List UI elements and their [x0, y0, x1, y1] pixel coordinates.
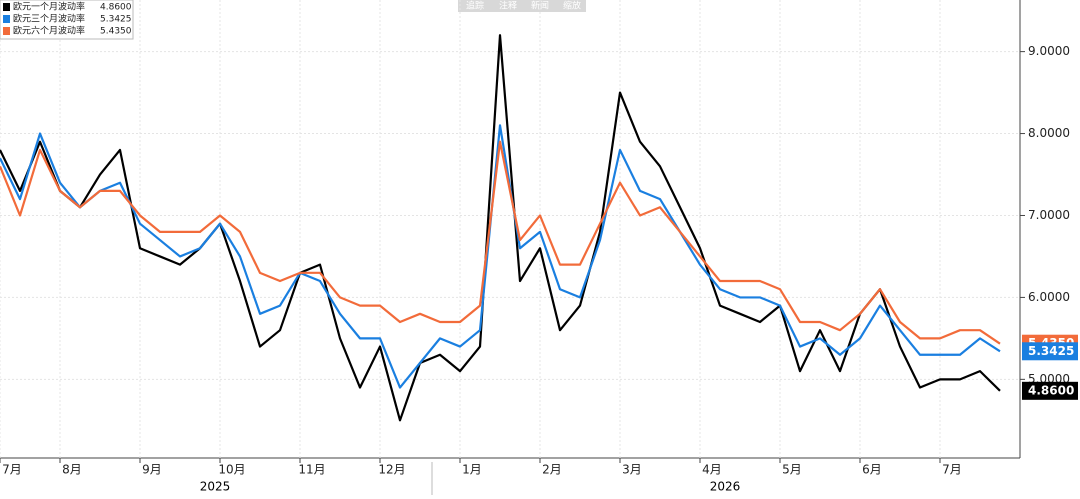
x-tick-label: 5月: [782, 463, 802, 477]
toolbar-button[interactable]: 缩放: [563, 0, 581, 12]
x-tick-label: 4月: [702, 463, 722, 477]
legend: 欧元一个月波动率 4.8600 欧元三个月波动率 5.3425 欧元六个月波动率 5.43…: [0, 0, 134, 40]
toolbar[interactable]: 追踪 注释 新闻 缩放: [458, 0, 586, 12]
legend-label: 欧元六个月波动率: [13, 25, 85, 37]
legend-value: 4.8600: [100, 3, 132, 13]
year-label: 2025: [200, 480, 231, 494]
legend-value: 5.4350: [100, 27, 132, 37]
series-line: [0, 34, 1001, 422]
y-tick-label: 9.0000: [1028, 44, 1070, 58]
legend-swatch: [3, 15, 10, 23]
x-tick-label: 2月: [542, 463, 562, 477]
series-line: [0, 140, 1001, 345]
series-line: [0, 124, 1001, 389]
legend-bg: [0, 0, 134, 40]
y-tick-label: 7.0000: [1028, 208, 1070, 222]
end-tag-label: 4.8600: [1028, 383, 1074, 397]
x-tick-label: 8月: [62, 463, 82, 477]
x-tick-label: 1月: [462, 463, 482, 477]
legend-label: 欧元三个月波动率: [13, 13, 85, 25]
y-tick-label: 6.0000: [1028, 290, 1070, 304]
x-tick-label: 9月: [142, 463, 162, 477]
legend-swatch: [3, 27, 10, 35]
x-tick-label: 11月: [298, 463, 325, 477]
x-tick-label: 7月: [942, 463, 962, 477]
x-tick-label: 7月: [2, 463, 22, 477]
toolbar-bg: [458, 0, 586, 12]
legend-swatch: [3, 3, 10, 11]
x-tick-label: 3月: [622, 463, 642, 477]
y-tick-label: 8.0000: [1028, 126, 1070, 140]
legend-value: 5.3425: [100, 15, 132, 25]
year-label: 2026: [710, 480, 741, 494]
toolbar-button[interactable]: 注释: [499, 0, 517, 12]
x-tick-label: 6月: [862, 463, 882, 477]
x-tick-label: 10月: [218, 463, 245, 477]
toolbar-button[interactable]: 追踪: [466, 0, 484, 12]
end-tag: [1022, 342, 1078, 361]
end-tag: [1022, 381, 1078, 400]
legend-label: 欧元一个月波动率: [13, 1, 85, 13]
x-tick-label: 12月: [378, 463, 405, 477]
end-tag-label: 5.3425: [1028, 344, 1074, 358]
